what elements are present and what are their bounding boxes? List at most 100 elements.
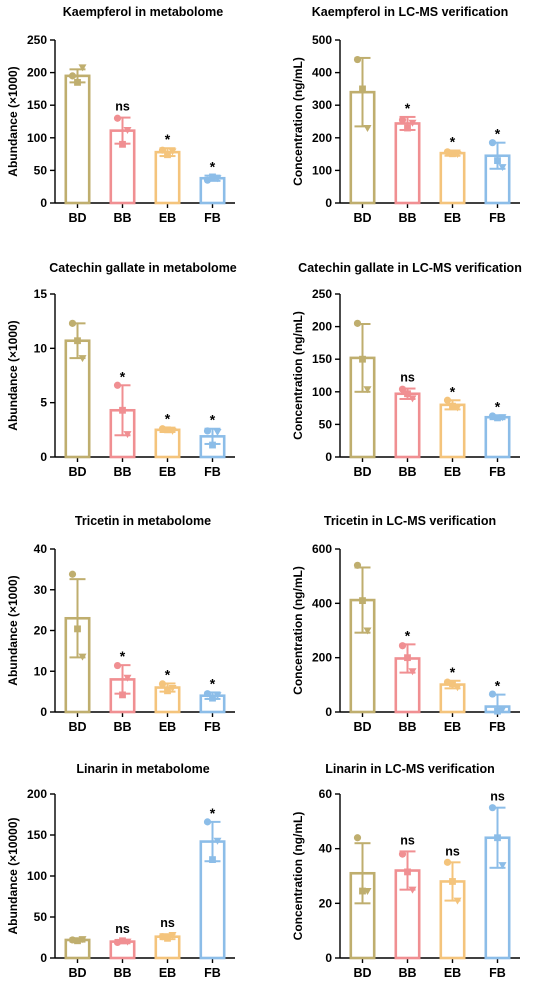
data-point — [498, 414, 507, 422]
x-tick-label: BD — [68, 211, 86, 225]
data-point — [488, 804, 497, 812]
significance-mark: ns — [160, 916, 175, 930]
data-point — [359, 887, 366, 895]
bar-fb — [484, 415, 511, 459]
x-tick-label: FB — [204, 966, 221, 980]
x-tick-label: EB — [159, 465, 176, 479]
data-point — [209, 856, 216, 863]
x-tick-label: EB — [444, 966, 461, 980]
data-point — [78, 64, 87, 72]
significance-mark: * — [165, 131, 171, 147]
y-axis-label: Concentration (ng/mL) — [291, 311, 305, 440]
data-point — [74, 337, 81, 345]
bar-fb — [199, 176, 226, 205]
y-tick-label: 30 — [34, 583, 48, 597]
bar-bb — [394, 122, 421, 205]
significance-mark: ns — [490, 790, 505, 804]
x-tick-label: FB — [489, 211, 506, 225]
significance-mark: * — [450, 664, 456, 680]
y-tick-label: 0 — [325, 450, 332, 464]
x-tick-label: BD — [68, 465, 86, 479]
y-tick-label: 0 — [40, 196, 47, 210]
bar-bd — [64, 74, 91, 205]
y-tick-label: 200 — [27, 787, 47, 801]
data-point — [119, 140, 126, 148]
x-tick-label: FB — [204, 465, 221, 479]
y-tick-label: 0 — [40, 705, 47, 719]
x-tick-label: EB — [444, 211, 461, 225]
data-point — [408, 886, 417, 894]
y-tick-label: 5 — [40, 396, 47, 410]
data-point — [404, 868, 411, 876]
significance-mark: ns — [400, 833, 415, 847]
significance-mark: * — [210, 805, 216, 821]
data-point — [164, 426, 171, 434]
data-point — [213, 837, 222, 845]
data-point — [404, 390, 411, 398]
bar-eb — [154, 428, 181, 459]
bar-eb — [439, 403, 466, 459]
data-point — [353, 319, 362, 327]
data-point — [209, 441, 216, 449]
y-tick-label: 200 — [312, 131, 332, 145]
data-point — [123, 938, 132, 946]
data-point — [404, 124, 411, 132]
y-tick-label: 10 — [34, 664, 48, 678]
data-point — [449, 150, 456, 158]
chart-panel: Linarin in LC-MS verification Concentrati… — [291, 762, 520, 980]
data-point — [213, 429, 222, 437]
chart-title: Linarin in metabolome — [76, 762, 209, 776]
data-point — [398, 850, 407, 858]
chart-title: Linarin in LC-MS verification — [325, 762, 494, 776]
data-point — [453, 897, 462, 905]
data-point — [74, 625, 81, 633]
y-tick-label: 100 — [27, 131, 47, 145]
x-tick-label: FB — [489, 465, 506, 479]
x-tick-label: EB — [159, 211, 176, 225]
y-tick-label: 50 — [34, 163, 48, 177]
data-point — [78, 653, 87, 661]
y-tick-label: 400 — [312, 596, 332, 610]
significance-mark: * — [120, 648, 126, 664]
data-point — [353, 55, 362, 64]
significance-mark: * — [210, 159, 216, 175]
y-tick-label: 400 — [312, 66, 332, 80]
data-point — [123, 674, 132, 682]
y-axis-label: Concentration (ng/mL) — [291, 566, 305, 695]
chart-panel: Linarin in metabolome Abundance (×10000) 0… — [6, 762, 235, 980]
data-point — [213, 175, 222, 183]
y-tick-label: 0 — [325, 196, 332, 210]
significance-mark: * — [405, 627, 411, 643]
data-point — [168, 932, 177, 940]
significance-mark: ns — [115, 100, 130, 114]
y-tick-label: 0 — [325, 705, 332, 719]
data-point — [353, 834, 362, 842]
data-point — [123, 431, 132, 439]
y-tick-label: 20 — [319, 896, 333, 910]
data-point — [168, 684, 177, 692]
data-point — [408, 668, 417, 676]
y-tick-label: 300 — [312, 98, 332, 112]
chart-panel: Tricetin in metabolome Abundance (×1000) 0… — [6, 514, 235, 734]
data-point — [363, 386, 372, 394]
significance-mark: ns — [400, 371, 415, 385]
data-point — [363, 627, 372, 635]
data-point — [168, 427, 177, 435]
y-tick-label: 40 — [34, 542, 48, 556]
data-point — [498, 164, 507, 172]
data-point — [498, 706, 507, 714]
y-tick-label: 15 — [34, 287, 48, 301]
y-tick-label: 100 — [312, 385, 332, 399]
chart-title: Catechin gallate in metabolome — [49, 261, 237, 275]
y-tick-label: 60 — [319, 787, 333, 801]
data-point — [453, 151, 462, 159]
chart-panel: Catechin gallate in metabolome Abundance … — [6, 261, 237, 479]
data-point — [203, 427, 212, 435]
x-tick-label: EB — [444, 465, 461, 479]
x-tick-label: BB — [113, 465, 131, 479]
x-tick-label: BD — [353, 211, 371, 225]
significance-mark: * — [495, 126, 501, 142]
bar-eb — [439, 151, 466, 205]
bar-eb — [154, 150, 181, 205]
data-point — [363, 125, 372, 133]
